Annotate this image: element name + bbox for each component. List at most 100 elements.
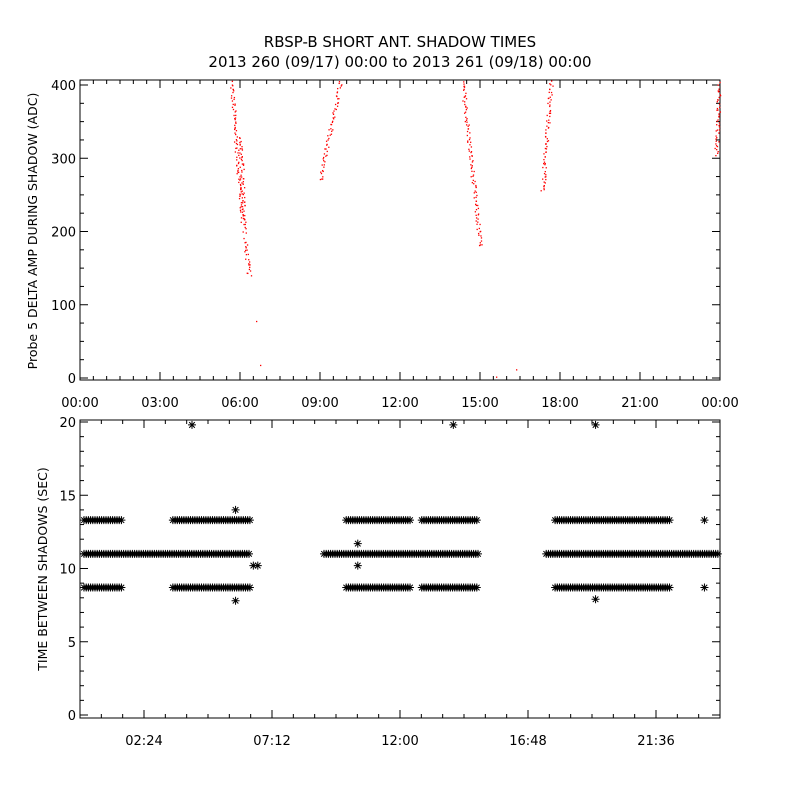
top-data-point <box>466 118 468 120</box>
top-data-point <box>464 95 467 97</box>
top-data-point <box>243 223 245 226</box>
top-data-point <box>243 192 245 194</box>
bottom-data-point <box>245 549 253 558</box>
top-data-point <box>463 96 465 98</box>
top-data-point <box>472 160 474 162</box>
top-data-point <box>466 121 468 123</box>
top-data-point <box>231 100 234 102</box>
top-data-point <box>334 116 336 118</box>
top-data-point <box>256 320 258 323</box>
top-data-point <box>235 147 237 150</box>
top-data-point <box>337 98 339 100</box>
top-x-tick-label: 00:00 <box>61 396 98 411</box>
top-data-point <box>239 178 242 180</box>
top-data-point <box>332 112 334 114</box>
top-data-point <box>327 139 329 141</box>
top-data-point <box>239 207 241 209</box>
top-data-point <box>241 148 243 150</box>
top-data-point <box>463 89 465 91</box>
top-data-point <box>243 210 245 212</box>
top-data-point <box>546 125 548 127</box>
bottom-y-tick-label: 5 <box>68 636 76 651</box>
top-data-point <box>476 228 478 231</box>
top-data-point <box>323 164 325 166</box>
top-data-point <box>326 150 328 153</box>
bottom-y-tick-label: 20 <box>59 416 76 431</box>
top-data-point <box>249 266 251 268</box>
top-data-point <box>716 120 718 122</box>
top-data-point <box>319 178 322 181</box>
bottom-data-point <box>665 583 674 592</box>
top-data-point <box>544 162 546 165</box>
top-data-point <box>234 132 236 134</box>
top-data-point <box>245 247 247 249</box>
top-data-point <box>474 211 477 213</box>
top-data-point <box>234 117 237 119</box>
top-data-point <box>235 142 238 145</box>
top-data-point <box>480 235 482 237</box>
top-data-point <box>245 241 247 244</box>
bottom-data-point <box>700 516 709 525</box>
top-data-point <box>545 167 547 169</box>
top-y-tick-label: 0 <box>68 372 76 387</box>
top-data-point <box>543 153 545 155</box>
top-data-point <box>236 159 238 161</box>
top-data-point <box>335 95 338 97</box>
top-data-point <box>465 92 467 94</box>
top-data-point <box>324 161 326 163</box>
top-data-point <box>242 200 244 202</box>
top-data-point <box>719 94 721 96</box>
bottom-data-point <box>713 549 722 558</box>
bottom-data-points <box>80 420 722 605</box>
top-data-point <box>234 111 236 113</box>
top-data-point <box>548 112 551 115</box>
top-data-point <box>471 165 473 167</box>
top-data-point <box>231 106 234 108</box>
top-data-point <box>540 190 542 192</box>
top-data-point <box>244 251 246 253</box>
top-data-point <box>232 85 234 87</box>
top-data-point <box>239 148 241 150</box>
top-data-point <box>237 169 239 172</box>
bottom-data-point <box>188 420 196 429</box>
top-data-point <box>545 151 547 153</box>
bottom-x-tick-label: 02:24 <box>125 734 162 749</box>
top-data-point <box>337 102 339 104</box>
top-data-point <box>718 113 720 115</box>
top-data-point <box>321 164 323 166</box>
top-data-point <box>235 130 238 132</box>
top-data-point <box>235 121 237 123</box>
top-data-point <box>496 376 498 378</box>
top-x-tick-label: 00:00 <box>701 396 738 411</box>
top-data-point <box>477 221 479 223</box>
top-data-point <box>238 181 240 184</box>
top-data-point <box>320 172 323 175</box>
top-data-point <box>542 166 544 169</box>
top-data-point <box>245 253 248 256</box>
top-data-point <box>716 137 718 139</box>
top-data-point <box>237 162 240 165</box>
top-x-tick-label: 09:00 <box>301 396 338 411</box>
top-data-point <box>718 124 720 127</box>
top-data-point <box>470 176 472 178</box>
top-data-point <box>235 110 237 112</box>
top-data-point <box>716 129 719 131</box>
top-data-point <box>473 183 475 185</box>
top-data-point <box>242 208 244 210</box>
bottom-y-tick-label: 15 <box>59 489 76 504</box>
top-data-point <box>480 240 483 242</box>
top-data-point <box>718 115 720 117</box>
top-data-point <box>465 124 468 126</box>
top-data-point <box>468 150 470 152</box>
top-data-point <box>547 140 550 142</box>
top-data-point <box>470 164 472 166</box>
top-data-point <box>241 169 243 172</box>
top-data-point <box>240 158 243 160</box>
top-data-point <box>718 129 721 131</box>
top-data-point <box>545 148 548 150</box>
top-data-point <box>716 145 719 148</box>
top-data-point <box>465 108 468 111</box>
top-data-point <box>241 159 243 162</box>
top-data-point <box>470 150 473 153</box>
